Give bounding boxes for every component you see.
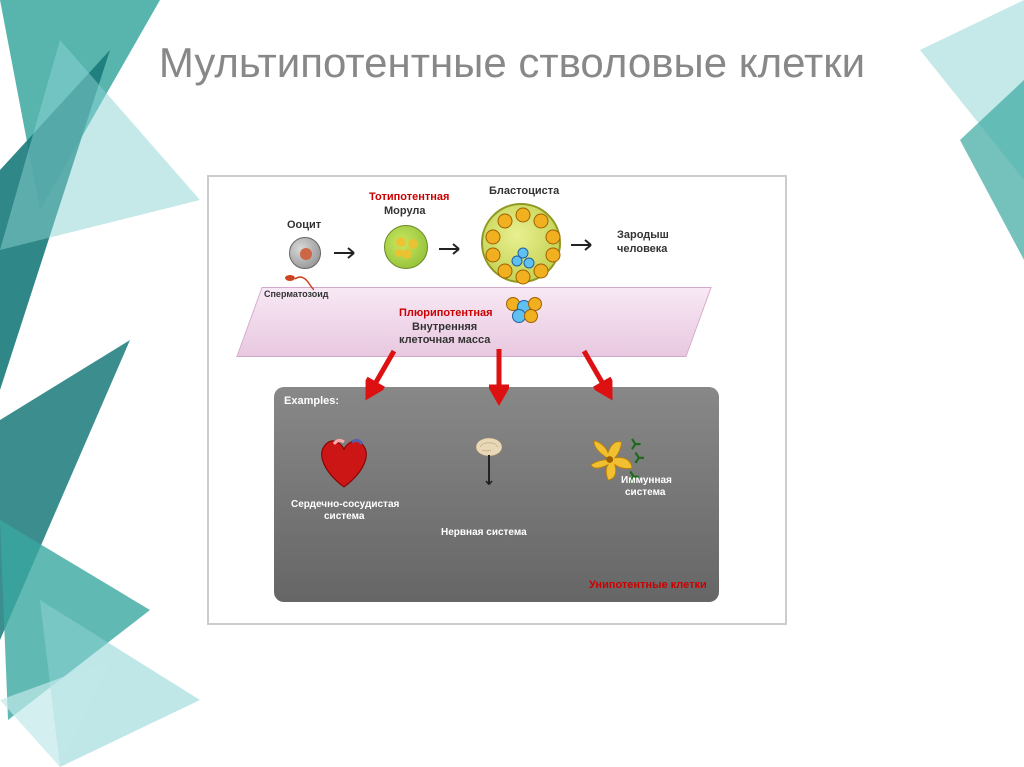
- morula-icon: [384, 225, 428, 269]
- nervous-label: Нервная система: [441, 527, 527, 538]
- heart-icon: [314, 432, 374, 492]
- embryo-label-1: Зародыш: [617, 229, 669, 241]
- oocyte-label: Ооцит: [287, 219, 321, 231]
- immune-label-2: система: [625, 487, 665, 498]
- embryo-label-2: человека: [617, 243, 667, 255]
- sperm-label: Сперматозоид: [264, 289, 329, 299]
- inner-mass-label-1: Внутренняя: [412, 321, 477, 333]
- inner-mass-label-2: клеточная масса: [399, 334, 490, 346]
- morula-label: Морула: [384, 205, 426, 217]
- arrow-icon: [439, 243, 467, 255]
- red-arrow-icon: [489, 349, 509, 409]
- unipotent-label: Унипотентные клетки: [589, 579, 707, 591]
- diagram-frame: Ооцит Сперматозоид Тотипотентная Морула: [207, 175, 787, 625]
- immune-label-1: Иммунная: [621, 475, 672, 486]
- brain-icon: [459, 437, 519, 487]
- blastocyst-label: Бластоциста: [489, 185, 559, 197]
- examples-label: Examples:: [284, 395, 339, 407]
- pluripotent-label: Плюрипотентная: [399, 307, 493, 319]
- page-title: Мультипотентные стволовые клетки: [0, 0, 1024, 88]
- blastocyst-icon: [481, 203, 561, 283]
- arrow-icon: [571, 239, 599, 251]
- totipotent-label: Тотипотентная: [369, 191, 449, 203]
- cardio-label-1: Сердечно-сосудистая: [291, 499, 399, 510]
- oocyte-icon: [289, 237, 321, 269]
- arrow-icon: [334, 247, 362, 259]
- cardio-label-2: система: [324, 511, 364, 522]
